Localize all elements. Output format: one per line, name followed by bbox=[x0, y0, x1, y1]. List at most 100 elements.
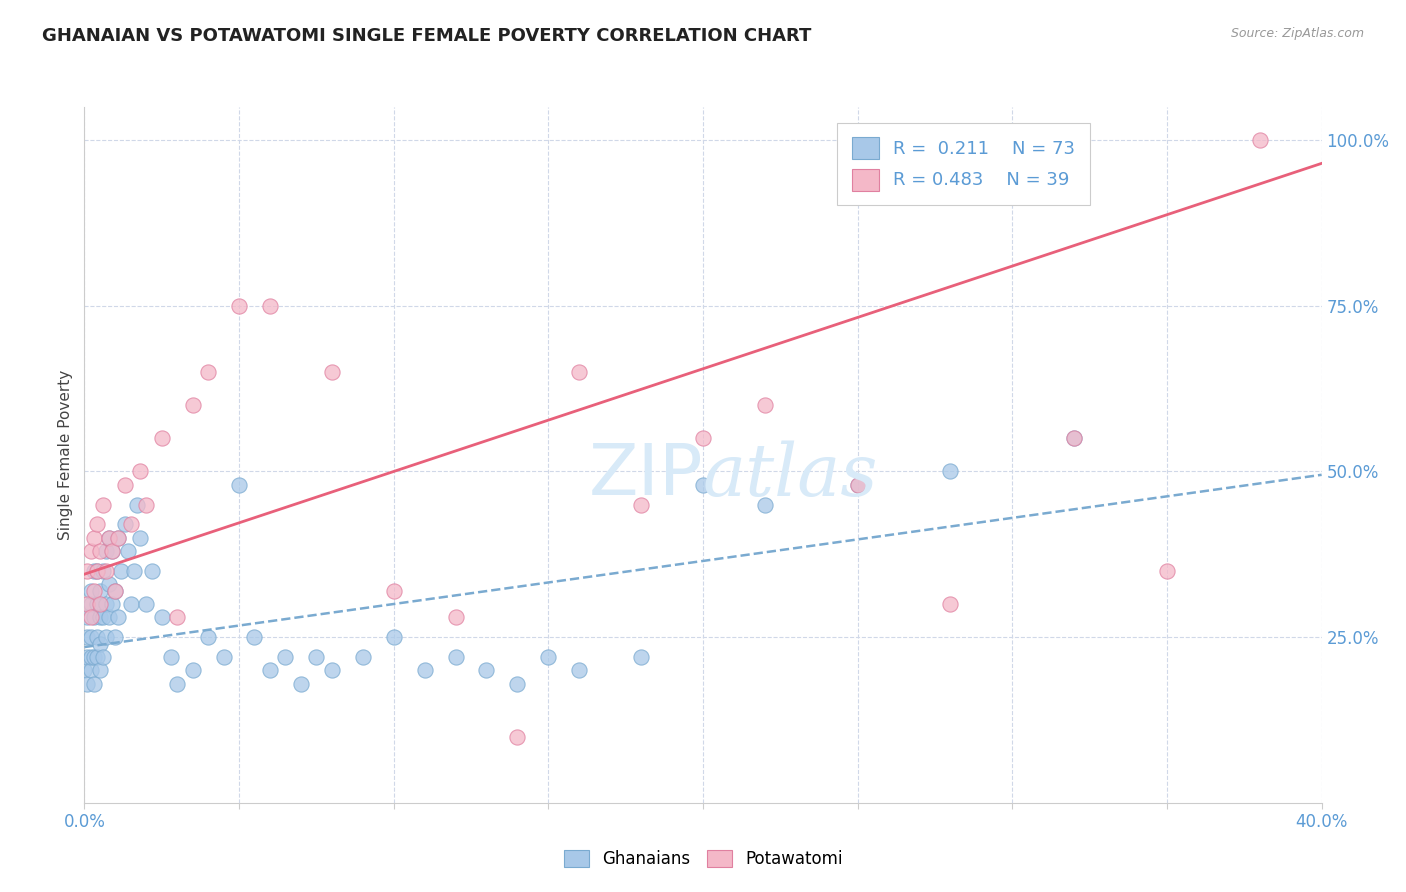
Point bbox=[129, 531, 152, 545]
Point bbox=[76, 610, 98, 624]
Point bbox=[568, 365, 591, 379]
Point bbox=[76, 676, 98, 690]
Point bbox=[86, 564, 108, 578]
Legend: Ghanaians, Potawatomi: Ghanaians, Potawatomi bbox=[557, 843, 849, 875]
Point bbox=[79, 583, 101, 598]
Point bbox=[382, 583, 405, 598]
Point bbox=[413, 663, 436, 677]
Point bbox=[79, 544, 101, 558]
Point bbox=[754, 498, 776, 512]
Point bbox=[79, 597, 101, 611]
Point bbox=[76, 630, 98, 644]
Point bbox=[104, 630, 127, 644]
Point bbox=[305, 650, 328, 665]
Point bbox=[79, 650, 101, 665]
Point bbox=[98, 577, 121, 591]
Point bbox=[125, 498, 148, 512]
Point bbox=[243, 630, 266, 644]
Point bbox=[166, 610, 188, 624]
Point bbox=[444, 610, 467, 624]
Point bbox=[181, 663, 204, 677]
Point bbox=[86, 517, 108, 532]
Point bbox=[754, 398, 776, 412]
Point bbox=[120, 517, 142, 532]
Point bbox=[79, 630, 101, 644]
Point bbox=[150, 431, 173, 445]
Point bbox=[181, 398, 204, 412]
Point bbox=[89, 544, 111, 558]
Point bbox=[160, 650, 183, 665]
Point bbox=[506, 676, 529, 690]
Point bbox=[259, 299, 281, 313]
Point bbox=[321, 365, 343, 379]
Point bbox=[98, 531, 121, 545]
Point bbox=[89, 583, 111, 598]
Point bbox=[101, 544, 124, 558]
Point bbox=[846, 477, 869, 491]
Text: atlas: atlas bbox=[703, 441, 879, 511]
Point bbox=[120, 597, 142, 611]
Point bbox=[122, 564, 145, 578]
Point bbox=[110, 564, 132, 578]
Point bbox=[94, 564, 117, 578]
Point bbox=[98, 531, 121, 545]
Point bbox=[506, 730, 529, 744]
Text: Source: ZipAtlas.com: Source: ZipAtlas.com bbox=[1230, 27, 1364, 40]
Point bbox=[1063, 431, 1085, 445]
Point bbox=[83, 531, 105, 545]
Point bbox=[475, 663, 498, 677]
Point bbox=[107, 531, 129, 545]
Point bbox=[135, 597, 157, 611]
Point bbox=[86, 630, 108, 644]
Point bbox=[212, 650, 235, 665]
Point bbox=[83, 676, 105, 690]
Point bbox=[630, 498, 652, 512]
Point bbox=[117, 544, 139, 558]
Point bbox=[89, 597, 111, 611]
Point bbox=[83, 650, 105, 665]
Point bbox=[939, 597, 962, 611]
Point bbox=[1249, 133, 1271, 147]
Point bbox=[939, 465, 962, 479]
Point bbox=[89, 663, 111, 677]
Point bbox=[1156, 564, 1178, 578]
Point bbox=[104, 583, 127, 598]
Point bbox=[150, 610, 173, 624]
Point bbox=[86, 564, 108, 578]
Point bbox=[104, 583, 127, 598]
Point bbox=[382, 630, 405, 644]
Point bbox=[94, 630, 117, 644]
Point bbox=[228, 299, 250, 313]
Point bbox=[114, 517, 136, 532]
Point bbox=[98, 610, 121, 624]
Point bbox=[692, 431, 714, 445]
Point bbox=[91, 498, 114, 512]
Text: GHANAIAN VS POTAWATOMI SINGLE FEMALE POVERTY CORRELATION CHART: GHANAIAN VS POTAWATOMI SINGLE FEMALE POV… bbox=[42, 27, 811, 45]
Point bbox=[83, 583, 105, 598]
Point bbox=[568, 663, 591, 677]
Point bbox=[228, 477, 250, 491]
Point bbox=[107, 610, 129, 624]
Point bbox=[114, 477, 136, 491]
Point bbox=[197, 365, 219, 379]
Point bbox=[444, 650, 467, 665]
Point bbox=[692, 477, 714, 491]
Point bbox=[274, 650, 297, 665]
Point bbox=[129, 465, 152, 479]
Point bbox=[73, 663, 96, 677]
Point bbox=[197, 630, 219, 644]
Point bbox=[94, 597, 117, 611]
Point bbox=[101, 544, 124, 558]
Point bbox=[79, 663, 101, 677]
Point bbox=[83, 610, 105, 624]
Point bbox=[86, 597, 108, 611]
Point bbox=[107, 531, 129, 545]
Point bbox=[321, 663, 343, 677]
Point bbox=[1063, 431, 1085, 445]
Point bbox=[76, 597, 98, 611]
Point bbox=[89, 610, 111, 624]
Point bbox=[91, 564, 114, 578]
Point bbox=[89, 637, 111, 651]
Y-axis label: Single Female Poverty: Single Female Poverty bbox=[58, 370, 73, 540]
Point bbox=[79, 610, 101, 624]
